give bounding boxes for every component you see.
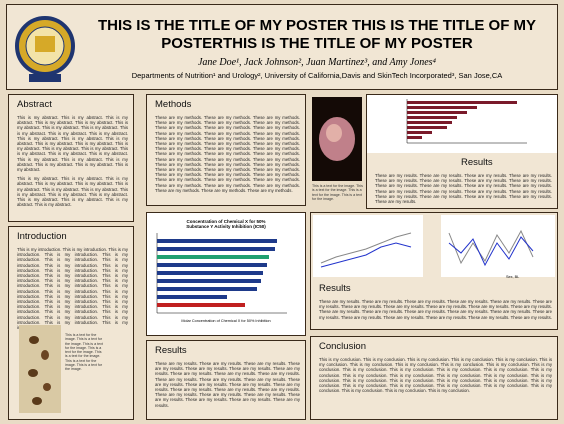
paragraph: These are my methods. These are my metho…	[155, 115, 300, 193]
methods-panel: Methods These are my methods. These are …	[146, 94, 306, 206]
header: THIS IS THE TITLE OF MY POSTER THIS IS T…	[6, 4, 558, 90]
chart-title: Concentration of Chemical X for 50% Subs…	[186, 219, 266, 229]
abstract-panel: Abstract This is my abstract. This is my…	[8, 94, 134, 222]
x-axis-label: Molar Concentration of Chemical X for 50…	[181, 319, 271, 323]
results-right-panel: Sex, BL Results These are my results. Th…	[310, 212, 558, 330]
paragraph: This is my abstract. This is my abstract…	[17, 115, 128, 173]
paragraph: These are my results. These are my resul…	[319, 299, 552, 320]
center-chart-panel: Concentration of Chemical X for 50% Subs…	[146, 212, 306, 336]
heading: Methods	[155, 99, 192, 110]
chart-image	[156, 233, 287, 314]
photo-caption: This is a text for the image. This is a …	[312, 184, 363, 201]
heading: Results	[319, 283, 351, 294]
image	[19, 325, 61, 413]
heading: Results	[461, 157, 493, 168]
image-caption: This is a text for the image. This is a …	[65, 333, 103, 372]
heading: Introduction	[17, 231, 67, 242]
x-axis-label: Sex, BL	[506, 275, 520, 279]
paragraph: This is my introduction. This is my intr…	[17, 247, 128, 330]
paragraph: These are my results. These are my resul…	[375, 173, 552, 205]
logo	[15, 16, 75, 82]
introduction-panel: Introduction This is my introduction. Th…	[8, 226, 134, 420]
heading: Results	[155, 345, 187, 356]
line-charts-image	[313, 215, 555, 277]
paragraph: This is my conclusion. This is my conclu…	[319, 357, 552, 394]
paragraph: These are my results. These are my resul…	[155, 361, 300, 408]
heading: Conclusion	[319, 341, 366, 352]
affiliation: Departments of Nutrition¹ and Urology², …	[131, 71, 503, 80]
bar-chart-image	[367, 95, 557, 153]
heading: Abstract	[17, 99, 52, 110]
authors: Jane Doe¹, Jack Johnson², Juan Martinez³…	[197, 57, 437, 68]
results-center-panel: Results These are my results. These are …	[146, 340, 306, 420]
results-top-panel: Results These are my results. These are …	[366, 94, 558, 209]
conclusion-panel: Conclusion This is my conclusion. This i…	[310, 336, 558, 420]
photo	[312, 97, 362, 181]
poster-title: THIS IS THE TITLE OF MY POSTER THIS IS T…	[97, 17, 537, 52]
paragraph: This is my abstract. This is my abstract…	[17, 176, 128, 208]
